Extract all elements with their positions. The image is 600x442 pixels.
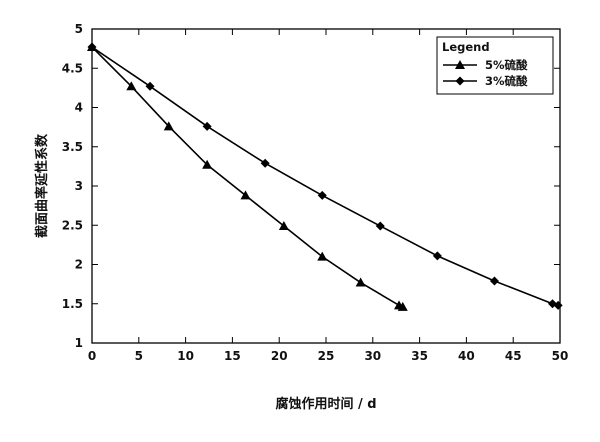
x-tick-label: 35: [411, 349, 428, 363]
data-point: [375, 221, 385, 231]
data-point: [317, 251, 328, 261]
x-tick-label: 50: [552, 349, 569, 363]
x-tick-label: 5: [135, 349, 143, 363]
data-point: [126, 81, 137, 91]
y-tick-label: 4: [75, 101, 83, 115]
data-point: [355, 277, 366, 287]
y-axis-title: 截面曲率延性系数: [34, 133, 50, 238]
x-tick-label: 20: [271, 349, 288, 363]
series-2: [87, 42, 563, 310]
data-point: [202, 159, 213, 169]
legend-marker: [455, 60, 465, 69]
y-tick-label: 2.5: [62, 218, 83, 232]
data-point: [489, 276, 499, 286]
x-tick-label: 15: [224, 349, 241, 363]
x-tick-label: 30: [364, 349, 381, 363]
legend-title: Legend: [442, 40, 490, 54]
legend-marker: [455, 76, 465, 86]
x-tick-label: 0: [88, 349, 96, 363]
data-point: [432, 251, 442, 261]
data-point: [278, 221, 289, 231]
data-point: [553, 300, 563, 310]
legend-label: 3%硫酸: [485, 74, 528, 88]
y-tick-label: 2: [75, 258, 83, 272]
x-tick-label: 40: [458, 349, 475, 363]
data-point: [397, 301, 408, 311]
series-line: [91, 46, 559, 307]
x-tick-label: 10: [177, 349, 194, 363]
x-tick-label: 25: [318, 349, 335, 363]
data-point: [202, 121, 212, 131]
series-layer: [87, 42, 563, 311]
data-point: [145, 81, 155, 91]
y-tick-label: 3.5: [62, 140, 83, 154]
series-line: [91, 46, 404, 308]
y-tick-label: 4.5: [62, 61, 83, 75]
legend-label: 5%硫酸: [485, 58, 528, 72]
data-point: [163, 121, 174, 131]
data-point: [240, 190, 251, 200]
series-1: [87, 42, 408, 311]
data-point: [260, 158, 270, 168]
y-tick-label: 1: [75, 336, 83, 350]
legend: Legend 5%硫酸 3%硫酸: [436, 36, 554, 95]
axis-ticks: 0 5 10 15 20 25 30 35 40 45 50 1 1.5 2 2.5 3 3.5 4 4.5 5: [62, 22, 569, 363]
y-tick-label: 1.5: [62, 297, 83, 311]
y-tick-label: 5: [75, 22, 83, 36]
x-axis-title: 腐蚀作用时间 / d: [275, 396, 376, 412]
y-tick-label: 3: [75, 179, 83, 193]
x-tick-label: 45: [505, 349, 522, 363]
data-point: [317, 190, 327, 200]
data-point: [87, 42, 97, 52]
